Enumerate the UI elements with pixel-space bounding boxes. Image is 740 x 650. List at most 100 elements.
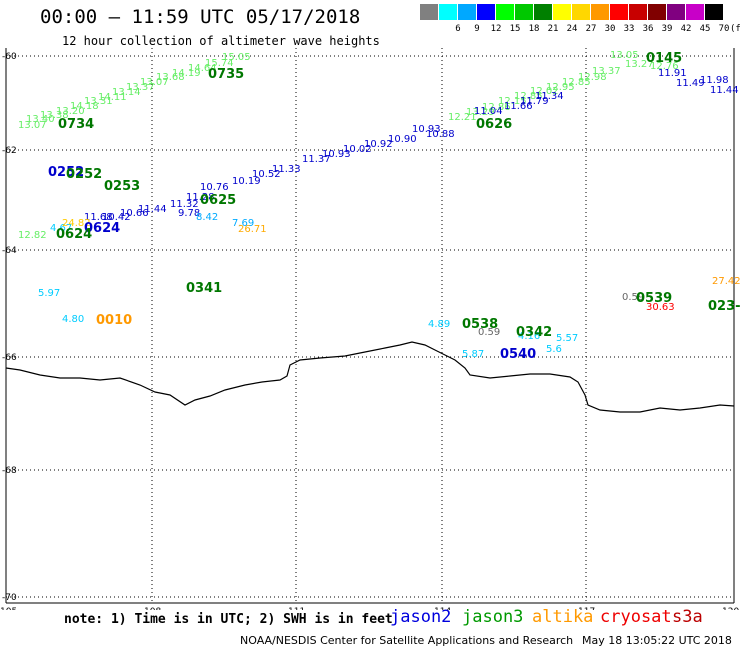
legend-label: 27 bbox=[585, 24, 597, 34]
legend-label: 70 bbox=[718, 24, 730, 34]
wave-height-value: 10.52 bbox=[252, 169, 281, 180]
pass-time-label: 0539 bbox=[636, 291, 672, 306]
wave-height-value: 13.31 bbox=[84, 96, 113, 107]
wave-height-value: 12.21 bbox=[448, 112, 477, 123]
longitude-label: 120 bbox=[722, 607, 739, 610]
wave-height-value: 10.88 bbox=[426, 129, 455, 140]
legend-swatch bbox=[534, 4, 553, 20]
wave-height-value: 13.37 bbox=[126, 82, 155, 93]
wave-height-value: 10.93 bbox=[412, 124, 441, 135]
legend-unit: (ft) bbox=[730, 24, 740, 34]
legend-label: 15 bbox=[509, 24, 521, 34]
wave-height-value: 12.95 bbox=[546, 82, 575, 93]
wave-height-value: 13.27 bbox=[625, 59, 654, 70]
legend-label: 18 bbox=[528, 24, 540, 34]
altimeter-map: -60 -62 -64 -66 -68 -70 105 108 111 114 117 120 15… bbox=[0, 48, 740, 610]
latitude-label: -66 bbox=[2, 353, 17, 363]
wave-height-value: 12.02 bbox=[530, 86, 559, 97]
wave-height-value: 11.66 bbox=[504, 101, 533, 112]
wave-height-value: 11.32 bbox=[170, 199, 199, 210]
wave-height-value: 7.69 bbox=[232, 218, 254, 229]
wave-height-value: 14.19 bbox=[172, 68, 201, 79]
wave-height-value: 8.42 bbox=[196, 212, 218, 223]
wave-height-value: 10.76 bbox=[200, 182, 229, 193]
longitude-label: 114 bbox=[434, 607, 451, 610]
wave-height-value: 11.98 bbox=[700, 75, 729, 86]
latitude-label: -70 bbox=[2, 593, 17, 603]
wave-height-value: 11.34 bbox=[535, 91, 564, 102]
wave-height-value: 13.07 bbox=[140, 77, 169, 88]
wave-height-value: 0.59 bbox=[478, 327, 500, 338]
wave-height-value: 13.37 bbox=[592, 66, 621, 77]
legend-swatch bbox=[591, 4, 610, 20]
wave-height-value: 10.93 bbox=[322, 149, 351, 160]
legend-swatch bbox=[496, 4, 515, 20]
wave-height-value: 11.04 bbox=[474, 106, 503, 117]
wave-height-value: 10.90 bbox=[388, 134, 417, 145]
wave-height-value: 11.37 bbox=[302, 154, 331, 165]
longitude-labels: 105 108 111 114 117 120 bbox=[0, 607, 739, 610]
legend-label: 45 bbox=[699, 24, 711, 34]
legend-swatch bbox=[705, 4, 724, 20]
wave-height-value: 12.15 bbox=[498, 96, 527, 107]
wave-height-value: 10.02 bbox=[343, 144, 372, 155]
graticule bbox=[5, 48, 735, 603]
wave-height-value: 13.05 bbox=[610, 50, 639, 61]
wave-height-value: 10.42 bbox=[102, 212, 131, 223]
pass-time-label: 0252 bbox=[66, 167, 102, 182]
satellite-legend-item: jason3 bbox=[462, 607, 524, 627]
wave-height-value: 5.6 bbox=[546, 344, 562, 355]
longitude-label: 105 bbox=[0, 607, 17, 610]
wave-height-value: 4.16 bbox=[518, 331, 540, 342]
pass-time-label: 0624 bbox=[56, 227, 92, 242]
legend-label: 21 bbox=[547, 24, 559, 34]
legend-label: 36 bbox=[642, 24, 654, 34]
latitude-label: -60 bbox=[2, 52, 17, 62]
wave-height-value: 11.49 bbox=[676, 78, 705, 89]
legend-label: 42 bbox=[680, 24, 692, 34]
wave-height-value: 0.59 bbox=[622, 292, 644, 303]
page-title: 00:00 – 11:59 UTC 05/17/2018 bbox=[40, 6, 361, 28]
wave-height-value: 10.19 bbox=[232, 176, 261, 187]
satellite-legend-item: altika bbox=[532, 607, 594, 627]
legend-swatch bbox=[572, 4, 591, 20]
wave-height-value: 11.44 bbox=[138, 204, 167, 215]
wave-height-value: 11.79 bbox=[520, 96, 549, 107]
wave-height-value: 12.98 bbox=[578, 72, 607, 83]
pass-time-label: 0252 bbox=[48, 165, 84, 180]
wave-height-value: 12.85 bbox=[514, 91, 543, 102]
longitude-label: 117 bbox=[578, 607, 595, 610]
latitude-labels: -60 -62 -64 -66 -68 -70 bbox=[2, 52, 17, 603]
wave-height-value: 11.68 bbox=[84, 212, 113, 223]
wave-height-value: 10.92 bbox=[364, 139, 393, 150]
wave-height-value: 30.63 bbox=[646, 302, 675, 313]
satellite-legend-item: s3a bbox=[672, 607, 703, 627]
longitude-label: 108 bbox=[144, 607, 161, 610]
wave-height-value: 15.05 bbox=[222, 52, 251, 63]
legend-swatch bbox=[686, 4, 705, 20]
pass-time-label: 0341 bbox=[186, 281, 222, 296]
wave-height-value: 13.20 bbox=[56, 106, 85, 117]
footer-credit: NOAA/NESDIS Center for Satellite Applica… bbox=[240, 634, 574, 647]
legend-swatch bbox=[458, 4, 477, 20]
satellite-legend-item: jason2 bbox=[390, 607, 452, 627]
legend-label: 33 bbox=[623, 24, 635, 34]
footer-timestamp: May 18 13:05:22 UTC 2018 bbox=[582, 634, 732, 647]
wave-height-value: 14.18 bbox=[70, 101, 99, 112]
latitude-label: -64 bbox=[2, 246, 17, 256]
legend-label: 6 bbox=[455, 24, 461, 34]
pass-time-label: 0145 bbox=[646, 51, 682, 66]
pass-time-label: 023- bbox=[708, 299, 740, 314]
footer-note: note: 1) Time is in UTC; 2) SWH is in fe… bbox=[64, 612, 393, 627]
wave-height-value: 14.11 bbox=[98, 92, 127, 103]
wave-height-value: 5.87 bbox=[462, 349, 484, 360]
legend-label: 30 bbox=[604, 24, 616, 34]
pass-time-label: 0253 bbox=[104, 179, 140, 194]
pass-time-label: 0734 bbox=[58, 117, 94, 132]
wave-height-value: 11.44 bbox=[710, 85, 739, 96]
wave-height-value: 13.40 bbox=[26, 114, 55, 125]
pass-time-label: 0540 bbox=[500, 347, 536, 362]
wave-height-value: 12.85 bbox=[562, 77, 591, 88]
latitude-label: -68 bbox=[2, 466, 17, 476]
